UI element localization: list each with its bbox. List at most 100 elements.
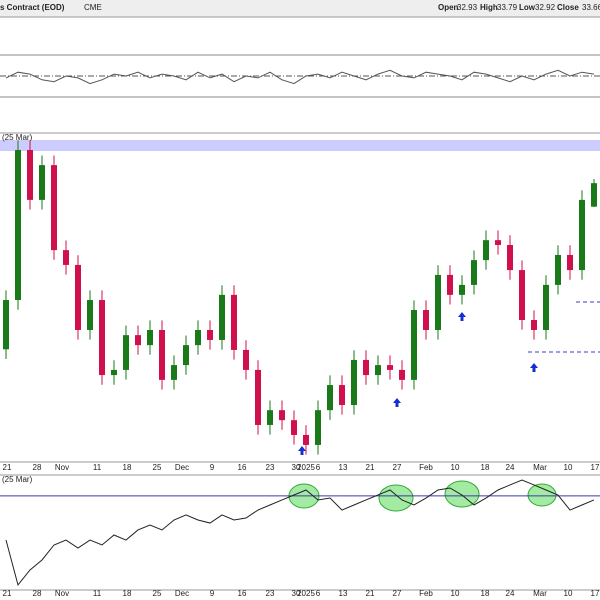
exchange: CME bbox=[84, 3, 102, 12]
candle-body bbox=[327, 385, 333, 411]
panel-label: (25 Mar) bbox=[2, 475, 33, 484]
x-tick-label: 13 bbox=[339, 463, 348, 472]
candle-body bbox=[231, 294, 237, 350]
close-label: Close bbox=[557, 3, 579, 12]
candle-body bbox=[519, 270, 525, 320]
candle-body bbox=[315, 410, 321, 445]
candle-body bbox=[543, 284, 549, 330]
candle-body bbox=[171, 365, 177, 380]
x-tick-label: 10 bbox=[564, 463, 573, 472]
candle-body bbox=[435, 274, 441, 330]
x-tick-label: Mar bbox=[533, 589, 547, 598]
candle-body bbox=[135, 335, 141, 346]
candle-body bbox=[303, 434, 309, 445]
candle-body bbox=[471, 260, 477, 285]
candle-body bbox=[591, 183, 597, 207]
x-tick-label: Nov bbox=[55, 463, 69, 472]
highlight bbox=[527, 483, 557, 507]
x-tick-label: 18 bbox=[481, 589, 490, 598]
candle-body bbox=[147, 329, 153, 346]
candle-body bbox=[399, 369, 405, 380]
x-tick-label: 25 bbox=[153, 589, 162, 598]
x-tick-label: Dec bbox=[175, 463, 189, 472]
arrow bbox=[298, 446, 306, 455]
x-tick-label: 18 bbox=[123, 463, 132, 472]
x-tick-label: Nov bbox=[55, 589, 69, 598]
candle-body bbox=[555, 254, 561, 285]
x-tick-label: 28 bbox=[33, 589, 42, 598]
x-tick-label: 24 bbox=[506, 463, 515, 472]
candle-body bbox=[363, 359, 369, 376]
x-tick-label: 21 bbox=[366, 463, 375, 472]
x-tick-label: 25 bbox=[153, 463, 162, 472]
candle-body bbox=[75, 264, 81, 330]
candle-body bbox=[375, 365, 381, 376]
low-label: Low bbox=[519, 3, 536, 12]
x-tick-label: Feb bbox=[419, 589, 433, 598]
x-tick-label: 30 bbox=[292, 463, 301, 472]
candle-body bbox=[351, 359, 357, 406]
x-tick-label: 18 bbox=[123, 589, 132, 598]
candle-body bbox=[63, 250, 69, 265]
candle-body bbox=[219, 294, 225, 340]
signal-arrows bbox=[298, 312, 538, 455]
x-tick-label: 16 bbox=[238, 589, 247, 598]
candle-body bbox=[567, 254, 573, 271]
arrow bbox=[458, 312, 466, 321]
candle-body bbox=[447, 274, 453, 295]
candle-body bbox=[531, 319, 537, 330]
high-value: 33.79 bbox=[497, 3, 518, 12]
candle-body bbox=[459, 284, 465, 295]
candle-body bbox=[507, 244, 513, 271]
x-tick-label: 27 bbox=[393, 463, 402, 472]
candle-body bbox=[291, 420, 297, 435]
candle-body bbox=[267, 410, 273, 425]
x-tick-label: 10 bbox=[451, 463, 460, 472]
header-bar bbox=[0, 0, 600, 17]
indicator-line bbox=[5, 69, 595, 85]
candle-body bbox=[483, 240, 489, 261]
x-tick-label: Dec bbox=[175, 589, 189, 598]
candle-body bbox=[183, 345, 189, 366]
arrow bbox=[530, 363, 538, 372]
x-tick-label: 10 bbox=[451, 589, 460, 598]
candle-body bbox=[111, 369, 117, 376]
x-tick-label: 21 bbox=[3, 589, 12, 598]
candle-body bbox=[123, 335, 129, 370]
candle-body bbox=[51, 165, 57, 251]
candle-body bbox=[495, 240, 501, 245]
x-tick-label: 30 bbox=[292, 589, 301, 598]
candle-body bbox=[207, 329, 213, 340]
x-tick-label: 21 bbox=[3, 463, 12, 472]
low-value: 32.92 bbox=[535, 3, 556, 12]
x-tick-label: Feb bbox=[419, 463, 433, 472]
x-tick-label: 9 bbox=[210, 589, 215, 598]
x-tick-label: 2025 bbox=[297, 463, 315, 472]
x-tick-label: 13 bbox=[339, 589, 348, 598]
arrow bbox=[393, 398, 401, 407]
indicator-line bbox=[5, 479, 595, 587]
candle-body bbox=[279, 410, 285, 421]
candle-body bbox=[339, 385, 345, 406]
highlight-band bbox=[0, 140, 600, 151]
candle-body bbox=[255, 369, 261, 425]
candle-body bbox=[243, 349, 249, 370]
x-tick-label: 27 bbox=[393, 589, 402, 598]
candle-body bbox=[99, 300, 105, 376]
x-tick-label: 6 bbox=[316, 589, 321, 598]
panel-label: (25 Mar) bbox=[2, 133, 33, 142]
close-value: 33.66 bbox=[582, 3, 600, 12]
candle-body bbox=[159, 329, 165, 380]
open-label: Open bbox=[438, 3, 459, 12]
highlight bbox=[378, 484, 414, 512]
x-tick-label: Mar bbox=[533, 463, 547, 472]
candle-body bbox=[411, 310, 417, 380]
x-tick-label: 23 bbox=[266, 463, 275, 472]
candle-body bbox=[39, 165, 45, 200]
x-tick-label: 23 bbox=[266, 589, 275, 598]
symbol-title: s Contract (EOD) bbox=[0, 3, 65, 12]
highlight bbox=[444, 480, 480, 508]
x-tick-label: 11 bbox=[93, 589, 102, 598]
x-tick-label: 6 bbox=[316, 463, 321, 472]
